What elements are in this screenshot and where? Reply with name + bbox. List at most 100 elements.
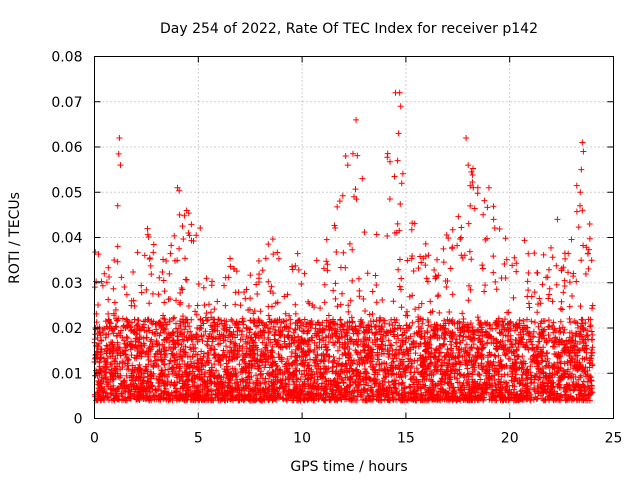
data-point [531, 289, 538, 296]
data-point [197, 225, 204, 232]
data-point [553, 281, 560, 288]
data-point [471, 205, 478, 212]
data-point [287, 316, 294, 323]
data-points [91, 89, 596, 404]
data-point [214, 298, 221, 305]
data-point [105, 296, 112, 303]
data-point [588, 257, 595, 264]
data-point [519, 353, 526, 360]
data-point [390, 298, 397, 305]
data-point [425, 322, 432, 329]
data-point [226, 324, 233, 331]
data-point [259, 339, 266, 346]
data-point [545, 317, 552, 324]
data-point [546, 291, 553, 298]
data-point [186, 232, 193, 239]
data-point [182, 255, 189, 262]
data-point [436, 309, 443, 316]
data-point [144, 225, 151, 232]
data-point [474, 190, 481, 197]
data-point [104, 379, 111, 386]
data-point [465, 297, 472, 304]
data-point [466, 248, 473, 255]
data-point [105, 264, 112, 271]
data-point [349, 277, 356, 284]
data-point [245, 373, 252, 380]
data-point [255, 258, 262, 265]
data-point [106, 274, 113, 281]
data-point [146, 300, 153, 307]
data-point [289, 266, 296, 273]
data-point [502, 274, 509, 281]
data-point [475, 362, 482, 369]
data-point [490, 216, 497, 223]
data-point [480, 211, 487, 218]
data-point [275, 255, 282, 262]
data-point [538, 358, 545, 365]
data-point [166, 270, 173, 277]
data-point [152, 387, 159, 394]
data-point [560, 329, 567, 336]
data-point [171, 314, 178, 321]
data-point [531, 376, 538, 383]
data-point [269, 236, 276, 243]
data-point [575, 224, 582, 231]
data-point [259, 267, 266, 274]
data-point [295, 266, 302, 273]
data-point [395, 335, 402, 342]
data-point [490, 253, 497, 260]
data-point [397, 286, 404, 293]
data-point [458, 234, 465, 241]
data-point [384, 154, 391, 161]
data-point [134, 249, 141, 256]
data-point [560, 264, 567, 271]
data-point [313, 257, 320, 264]
data-point [479, 265, 486, 272]
data-point [525, 250, 532, 257]
data-point [437, 361, 444, 368]
data-point [457, 236, 464, 243]
data-point [180, 346, 187, 353]
data-point [465, 220, 472, 227]
data-point [527, 380, 534, 387]
data-point [431, 267, 438, 274]
data-point [317, 305, 324, 312]
data-point [469, 171, 476, 178]
grid [94, 56, 614, 419]
data-point [410, 267, 417, 274]
data-point [200, 284, 207, 291]
data-point [440, 245, 447, 252]
data-point [113, 324, 120, 331]
data-point [489, 325, 496, 332]
data-point [443, 231, 450, 238]
data-point [98, 346, 105, 353]
data-point [138, 289, 145, 296]
data-point [222, 274, 229, 281]
data-point [103, 279, 110, 286]
data-point [549, 254, 556, 261]
data-point [356, 287, 363, 294]
data-point [99, 282, 106, 289]
data-point [566, 303, 573, 310]
data-point [159, 269, 166, 276]
data-point [549, 298, 556, 305]
data-point [267, 288, 274, 295]
data-point [443, 283, 450, 290]
data-point [424, 278, 431, 285]
data-point [333, 248, 340, 255]
data-point [573, 182, 580, 189]
data-point [422, 240, 429, 247]
data-point [203, 310, 210, 317]
data-point [292, 262, 299, 269]
data-point [314, 373, 321, 380]
data-point [465, 333, 472, 340]
data-point [384, 232, 391, 239]
data-point [469, 178, 476, 185]
data-point [484, 204, 491, 211]
data-point [155, 386, 162, 393]
data-point [168, 242, 175, 249]
data-point [372, 272, 379, 279]
data-point [110, 285, 117, 292]
data-point [336, 355, 343, 362]
data-point [262, 255, 269, 262]
